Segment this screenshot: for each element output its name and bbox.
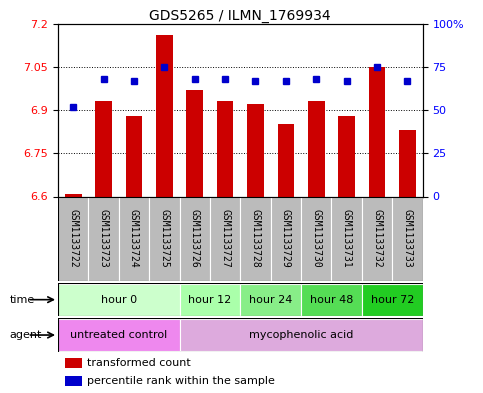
Bar [399, 130, 416, 196]
Text: time: time [10, 295, 35, 305]
Bar [180, 196, 210, 281]
Bar [301, 284, 362, 316]
Bar [210, 196, 241, 281]
Text: hour 12: hour 12 [188, 295, 231, 305]
Text: hour 72: hour 72 [370, 295, 414, 305]
Bar [95, 101, 112, 196]
Text: transformed count: transformed count [87, 358, 191, 368]
Text: GSM1133725: GSM1133725 [159, 209, 170, 268]
Text: agent: agent [10, 330, 42, 340]
Bar [65, 358, 82, 368]
Bar [278, 125, 294, 196]
Bar [126, 116, 142, 196]
Bar [362, 284, 423, 316]
Text: untreated control: untreated control [70, 330, 168, 340]
Text: hour 0: hour 0 [100, 295, 137, 305]
Bar [392, 196, 423, 281]
Bar [308, 101, 325, 196]
Bar [217, 101, 233, 196]
Bar [186, 90, 203, 196]
Bar [338, 116, 355, 196]
Text: GSM1133729: GSM1133729 [281, 209, 291, 268]
Bar [149, 196, 180, 281]
Bar [180, 319, 423, 351]
Bar [65, 194, 82, 196]
Bar [331, 196, 362, 281]
Bar [119, 196, 149, 281]
Bar [65, 376, 82, 386]
Text: GSM1133731: GSM1133731 [341, 209, 352, 268]
Bar [241, 196, 270, 281]
Bar [58, 196, 88, 281]
Text: GSM1133726: GSM1133726 [190, 209, 199, 268]
Bar [247, 104, 264, 196]
Bar [369, 67, 385, 196]
Text: hour 48: hour 48 [310, 295, 353, 305]
Text: GSM1133727: GSM1133727 [220, 209, 230, 268]
Text: GSM1133723: GSM1133723 [99, 209, 109, 268]
Bar [156, 35, 173, 197]
Bar [301, 196, 331, 281]
Bar [180, 284, 241, 316]
Bar [270, 196, 301, 281]
Text: GSM1133728: GSM1133728 [251, 209, 260, 268]
Bar [58, 284, 180, 316]
Text: GSM1133733: GSM1133733 [402, 209, 412, 268]
Text: hour 24: hour 24 [249, 295, 292, 305]
Bar [241, 284, 301, 316]
Text: GSM1133724: GSM1133724 [129, 209, 139, 268]
Title: GDS5265 / ILMN_1769934: GDS5265 / ILMN_1769934 [149, 9, 331, 22]
Text: GSM1133722: GSM1133722 [68, 209, 78, 268]
Text: mycophenolic acid: mycophenolic acid [249, 330, 353, 340]
Text: percentile rank within the sample: percentile rank within the sample [87, 376, 275, 386]
Bar [362, 196, 392, 281]
Text: GSM1133732: GSM1133732 [372, 209, 382, 268]
Bar [88, 196, 119, 281]
Text: GSM1133730: GSM1133730 [311, 209, 321, 268]
Bar [58, 319, 180, 351]
